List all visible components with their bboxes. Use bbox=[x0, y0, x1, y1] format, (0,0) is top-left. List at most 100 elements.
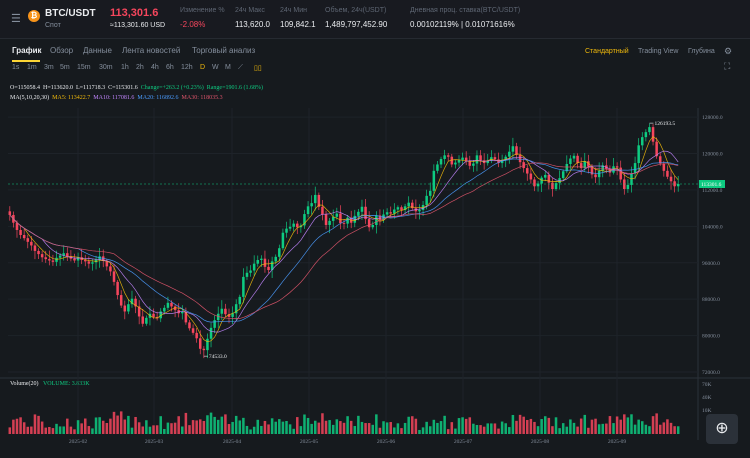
volume-bar bbox=[367, 423, 371, 434]
interval-3m[interactable]: 3m bbox=[44, 64, 54, 71]
candle-body bbox=[166, 302, 170, 308]
volume-bar bbox=[587, 427, 590, 434]
volume-bar bbox=[547, 417, 551, 434]
interval-4h[interactable]: 4h bbox=[151, 64, 159, 71]
candle-body bbox=[615, 166, 619, 168]
volume-bar bbox=[655, 413, 658, 434]
interval-6h[interactable]: 6h bbox=[166, 64, 174, 71]
candle-body bbox=[55, 257, 58, 262]
candle-body bbox=[669, 176, 673, 182]
candle-body bbox=[152, 313, 155, 317]
candle-body bbox=[425, 195, 428, 205]
tab-chart[interactable]: График bbox=[12, 46, 42, 55]
volume-bar bbox=[242, 417, 245, 434]
interval-1s[interactable]: 1s bbox=[12, 64, 20, 71]
candle-body bbox=[641, 137, 644, 146]
volume-readout: Volume(20) VOLUME: 3.833K bbox=[10, 381, 90, 387]
volume-bar bbox=[342, 422, 346, 434]
candle-body bbox=[270, 261, 274, 271]
zoom-icon[interactable]: ⊕ bbox=[706, 414, 738, 444]
x-tick-label: 2025-08 bbox=[531, 439, 550, 445]
settings-icon[interactable]: ⚙ bbox=[724, 46, 733, 56]
candle-body bbox=[497, 159, 500, 164]
pair-name[interactable]: BTC/USDT bbox=[45, 8, 96, 19]
candle-body bbox=[626, 184, 630, 190]
candle-body bbox=[256, 260, 260, 264]
volume-bar bbox=[145, 420, 148, 434]
volume-bar bbox=[493, 423, 497, 434]
interval-m[interactable]: M bbox=[225, 64, 231, 71]
candle-body bbox=[173, 306, 177, 311]
volume-bar bbox=[526, 419, 529, 434]
tab-analysis[interactable]: Торговый анализ bbox=[192, 46, 256, 55]
volume-bar bbox=[94, 417, 98, 434]
candle-body bbox=[191, 328, 195, 333]
candle-body bbox=[66, 253, 69, 257]
view-depth[interactable]: Глубина bbox=[688, 48, 715, 55]
candle-style-icon[interactable]: ▯▯ bbox=[254, 65, 262, 72]
candle-body bbox=[227, 314, 231, 317]
interval-w[interactable]: W bbox=[212, 64, 219, 71]
tab-data[interactable]: Данные bbox=[83, 46, 112, 55]
line-chart-icon[interactable]: ⟋ bbox=[238, 64, 243, 71]
volume-bar bbox=[508, 427, 511, 434]
candle-body bbox=[274, 256, 277, 262]
interval-12h[interactable]: 12h bbox=[181, 64, 193, 71]
high-marker-label: 126193.5 bbox=[654, 121, 675, 127]
interval-2h[interactable]: 2h bbox=[136, 64, 144, 71]
y-tick-label: 112000.0 bbox=[702, 188, 723, 194]
interval-30m[interactable]: 30m bbox=[99, 64, 113, 71]
candle-body bbox=[195, 332, 198, 339]
view-standard[interactable]: Стандартный bbox=[585, 48, 629, 55]
fullscreen-icon[interactable]: ⛶ bbox=[724, 61, 731, 71]
x-tick-label: 2025-07 bbox=[454, 439, 473, 445]
stat-change: Изменение % -2.08% bbox=[180, 7, 225, 29]
ma5-line bbox=[9, 136, 679, 343]
volume-bar bbox=[155, 425, 159, 434]
interval-1m[interactable]: 1m bbox=[27, 64, 37, 71]
candle-body bbox=[335, 213, 339, 217]
view-tradingview[interactable]: Trading View bbox=[638, 48, 679, 55]
volume-bar bbox=[137, 422, 141, 434]
tab-overview[interactable]: Обзор bbox=[50, 46, 74, 55]
volume-bar bbox=[331, 424, 335, 434]
candle-body bbox=[479, 155, 482, 161]
interval-bar: 1s 1m 3m 5m 15m 30m 1h 2h 4h 6h 12h D W … bbox=[0, 64, 300, 76]
candle-body bbox=[242, 276, 245, 297]
hamburger-icon[interactable]: ☰ bbox=[11, 13, 21, 25]
volume-bar bbox=[234, 415, 238, 434]
candle-body bbox=[461, 157, 464, 160]
volume-bar bbox=[357, 415, 360, 434]
volume-bar bbox=[69, 426, 73, 434]
volume-bar bbox=[403, 422, 407, 434]
volume-bar bbox=[360, 421, 364, 434]
volume-bar bbox=[37, 415, 40, 434]
volume-tick-label: 70K bbox=[702, 382, 712, 388]
volume-bar bbox=[579, 418, 583, 434]
interval-5m[interactable]: 5m bbox=[60, 64, 70, 71]
volume-bar bbox=[313, 420, 317, 434]
volume-bar bbox=[443, 415, 446, 434]
candle-body bbox=[163, 307, 166, 312]
interval-1h[interactable]: 1h bbox=[121, 64, 129, 71]
candle-body bbox=[278, 248, 281, 257]
volume-tick-label: 40K bbox=[702, 395, 712, 401]
volume-bar bbox=[303, 414, 306, 434]
volume-bar bbox=[565, 426, 569, 434]
interval-d[interactable]: D bbox=[200, 64, 206, 71]
volume-bar bbox=[454, 428, 457, 434]
volume-bar bbox=[26, 426, 30, 434]
volume-bar bbox=[626, 417, 630, 434]
volume-bar bbox=[389, 422, 392, 434]
volume-bar bbox=[8, 427, 12, 434]
volume-bar bbox=[170, 423, 173, 434]
candle-body bbox=[98, 256, 101, 260]
y-tick-label: 96000.0 bbox=[702, 261, 720, 267]
tab-news[interactable]: Лента новостей bbox=[122, 46, 181, 55]
volume-bar bbox=[245, 425, 249, 434]
candle-body bbox=[285, 228, 288, 233]
candle-body bbox=[306, 206, 310, 215]
interval-15m[interactable]: 15m bbox=[77, 64, 91, 71]
y-tick-label: 80000.0 bbox=[702, 334, 720, 340]
